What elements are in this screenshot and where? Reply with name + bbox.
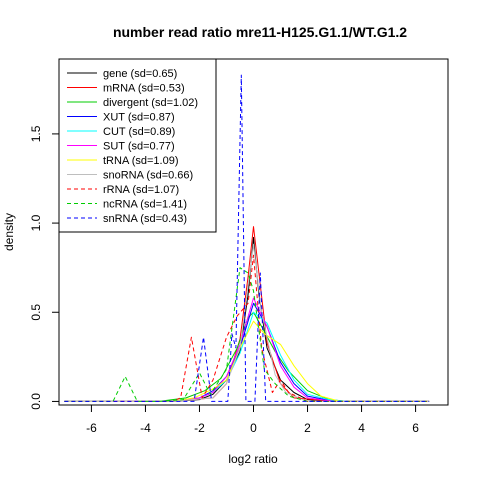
legend-label-6: tRNA (sd=1.09) bbox=[103, 155, 179, 167]
x-tick-label: 4 bbox=[358, 421, 365, 435]
legend-label-7: snoRNA (sd=0.66) bbox=[103, 170, 193, 182]
legend-label-10: snRNA (sd=0.43) bbox=[103, 213, 187, 225]
legend: gene (sd=0.65) mRNA (sd=0.53) divergent (s… bbox=[58, 58, 217, 233]
x-tick-label: 2 bbox=[304, 421, 311, 435]
series-layer bbox=[64, 74, 430, 402]
legend-label-8: rRNA (sd=1.07) bbox=[103, 184, 179, 196]
series-line-7 bbox=[64, 244, 430, 402]
series-line-5 bbox=[64, 297, 430, 402]
y-tick-label: 1.5 bbox=[29, 125, 43, 142]
legend-label-3: XUT (sd=0.87) bbox=[103, 112, 175, 124]
legend-label-1: mRNA (sd=0.53) bbox=[103, 83, 185, 95]
x-tick-label: 6 bbox=[412, 421, 419, 435]
legend-label-4: CUT (sd=0.89) bbox=[103, 126, 175, 138]
y-tick-label: 1.0 bbox=[29, 214, 43, 231]
legend-label-5: SUT (sd=0.77) bbox=[103, 141, 175, 153]
y-tick-label: 0.0 bbox=[29, 393, 43, 410]
y-tick-label: 0.5 bbox=[29, 304, 43, 321]
chart-title: number read ratio mre11-H125.G1.1/WT.G1.… bbox=[113, 24, 407, 40]
legend-label-2: divergent (sd=1.02) bbox=[103, 97, 198, 109]
series-line-10 bbox=[64, 74, 430, 402]
x-tick-label: -4 bbox=[140, 421, 151, 435]
legend-label-0: gene (sd=0.65) bbox=[103, 68, 177, 80]
legend-label-9: ncRNA (sd=1.41) bbox=[103, 199, 187, 211]
x-tick-label: -2 bbox=[194, 421, 205, 435]
x-tick-label: -6 bbox=[86, 421, 97, 435]
series-line-9 bbox=[64, 267, 430, 402]
x-tick-label: 0 bbox=[250, 421, 257, 435]
x-axis: -6 -4 -2 0 2 4 6 bbox=[86, 404, 419, 435]
series-line-0 bbox=[64, 236, 430, 402]
y-axis-label: density bbox=[2, 213, 16, 251]
x-axis-label: log2 ratio bbox=[228, 452, 278, 466]
series-line-8 bbox=[64, 254, 430, 402]
